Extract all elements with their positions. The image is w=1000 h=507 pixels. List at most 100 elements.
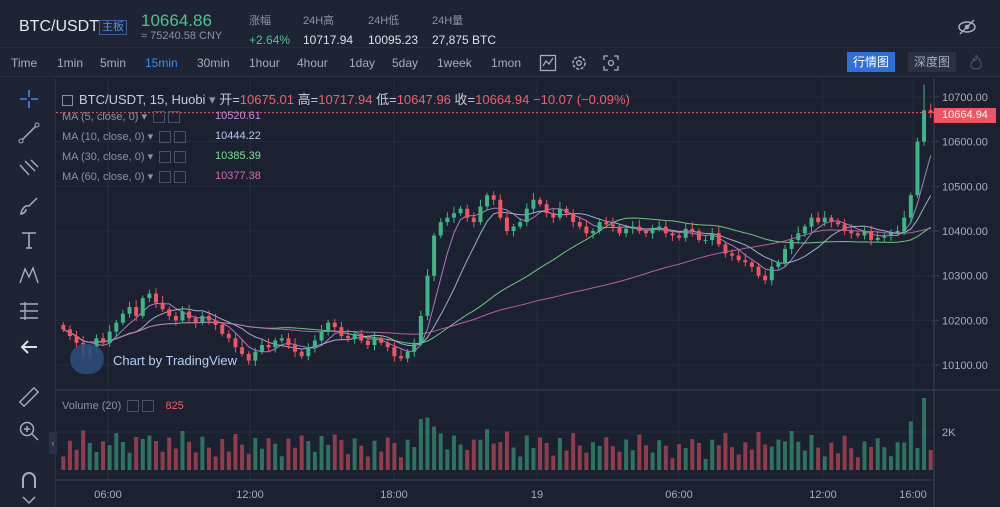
ma-label: MA (60, close, 0)	[62, 171, 145, 183]
flame-icon[interactable]	[968, 54, 984, 72]
candle-body	[882, 235, 887, 238]
ma5-legend[interactable]: MA (5, close, 0) ▾	[62, 110, 181, 124]
zoom-in-icon[interactable]	[17, 419, 41, 443]
ma30-legend[interactable]: MA (30, close, 0) ▾	[62, 150, 187, 164]
ma10-legend[interactable]: MA (10, close, 0) ▾	[62, 130, 187, 144]
volume-bar	[332, 434, 337, 470]
candle-body	[173, 315, 178, 321]
volume-bar	[87, 443, 92, 470]
fib-tool-icon[interactable]	[17, 157, 41, 181]
tf-1week[interactable]: 1week	[437, 56, 472, 70]
y-tick-label: 10500.00	[942, 181, 988, 193]
volume-legend[interactable]: Volume (20) 825	[62, 400, 184, 413]
candle-body	[683, 228, 688, 238]
chevron-down-icon[interactable]	[17, 494, 41, 507]
candle-body	[379, 338, 384, 343]
candle-body	[783, 248, 788, 263]
candle-body	[716, 233, 721, 245]
ma-label: MA (30, close, 0)	[62, 151, 145, 163]
measure-lines-icon[interactable]	[17, 299, 41, 323]
tf-1day[interactable]: 1day	[349, 56, 376, 70]
tf-4hour[interactable]: 4hour	[297, 56, 328, 70]
brush-icon[interactable]	[17, 193, 41, 217]
volume-bar	[869, 447, 874, 470]
candle-body	[160, 302, 165, 310]
ma-label: MA (10, close, 0)	[62, 131, 145, 143]
pair-name[interactable]: BTC/USDT	[19, 18, 99, 35]
candle-body	[326, 322, 331, 332]
candle-body	[101, 338, 106, 343]
candle-body	[385, 342, 390, 348]
collapse-handle[interactable]: ‹	[49, 432, 57, 454]
volume-bar	[743, 442, 748, 470]
pattern-tool-icon[interactable]	[17, 263, 41, 287]
volume-bar	[61, 456, 66, 470]
magnet-icon[interactable]	[17, 468, 41, 492]
tf-5min[interactable]: 5min	[100, 56, 127, 70]
trend-line-icon[interactable]	[17, 121, 41, 145]
depth-chart-tab[interactable]: 深度图	[908, 52, 957, 72]
indicators-icon[interactable]	[539, 54, 557, 72]
candle-body	[776, 262, 781, 267]
candle-body	[193, 318, 198, 323]
legend-collapse-icon[interactable]	[62, 95, 73, 107]
candle-body	[180, 311, 185, 321]
volume-bar	[233, 434, 238, 470]
x-tick-label: 12:00	[809, 489, 837, 501]
chevron-down-icon[interactable]: ▾	[205, 92, 220, 107]
stat-label: 涨幅	[249, 15, 271, 27]
crosshair-icon[interactable]	[17, 87, 41, 111]
candle-body	[809, 217, 814, 227]
volume-bar	[399, 457, 403, 470]
x-tick-label: 18:00	[380, 489, 408, 501]
tf-time[interactable]: Time	[11, 56, 38, 70]
candle-body	[399, 356, 403, 359]
price-chart[interactable]: 10700.00 10600.00 10500.00 10400.00 10300.00…	[56, 78, 1000, 507]
candle-body	[723, 244, 728, 254]
candle-body	[120, 313, 125, 323]
volume-bar	[855, 457, 860, 470]
ruler-icon[interactable]	[17, 385, 41, 409]
text-tool-icon[interactable]	[17, 228, 41, 252]
candle-body	[445, 217, 450, 223]
volume-bar	[339, 440, 344, 470]
candle-body	[756, 266, 761, 276]
tf-1min[interactable]: 1min	[57, 56, 84, 70]
volume-bar	[597, 446, 602, 470]
volume-bar	[273, 443, 278, 470]
tf-15min[interactable]: 15min	[145, 56, 178, 70]
settings-gear-icon[interactable]	[570, 54, 588, 72]
hide-eye-icon[interactable]	[957, 17, 977, 37]
candle-body	[650, 228, 655, 234]
tf-5day[interactable]: 5day	[392, 56, 419, 70]
candle-body	[617, 226, 622, 234]
volume-bar	[226, 451, 231, 470]
ma60-legend[interactable]: MA (60, close, 0) ▾	[62, 170, 187, 184]
y-tick-label: 10100.00	[942, 360, 988, 372]
volume-bar	[518, 456, 523, 470]
legend-symbol[interactable]: BTC/USDT, 15, Huobi	[79, 92, 206, 107]
last-price-tag: 10664.94	[934, 108, 996, 123]
volume-bar	[591, 442, 595, 470]
screenshot-icon[interactable]	[602, 54, 620, 72]
x-tick-label: 06:00	[665, 489, 693, 501]
candle-body	[591, 231, 595, 234]
candle-body	[915, 141, 920, 196]
volume-bar	[432, 426, 437, 470]
candle-body	[928, 110, 933, 113]
candle-body	[67, 329, 72, 337]
volume-bar	[683, 448, 688, 470]
volume-bar	[385, 437, 390, 470]
tf-1mon[interactable]: 1mon	[491, 56, 522, 70]
candle-body	[359, 333, 364, 341]
market-chart-tab[interactable]: 行情图	[847, 52, 896, 72]
candle-body	[352, 333, 357, 339]
candle-body	[332, 322, 337, 328]
tf-1hour[interactable]: 1hour	[249, 56, 280, 70]
cloud-logo-icon	[70, 344, 104, 374]
back-arrow-icon[interactable]	[17, 335, 41, 359]
low-label: 低=	[376, 92, 397, 107]
candle-body	[220, 324, 225, 334]
x-tick-label: 19	[531, 489, 543, 501]
tf-30min[interactable]: 30min	[197, 56, 230, 70]
